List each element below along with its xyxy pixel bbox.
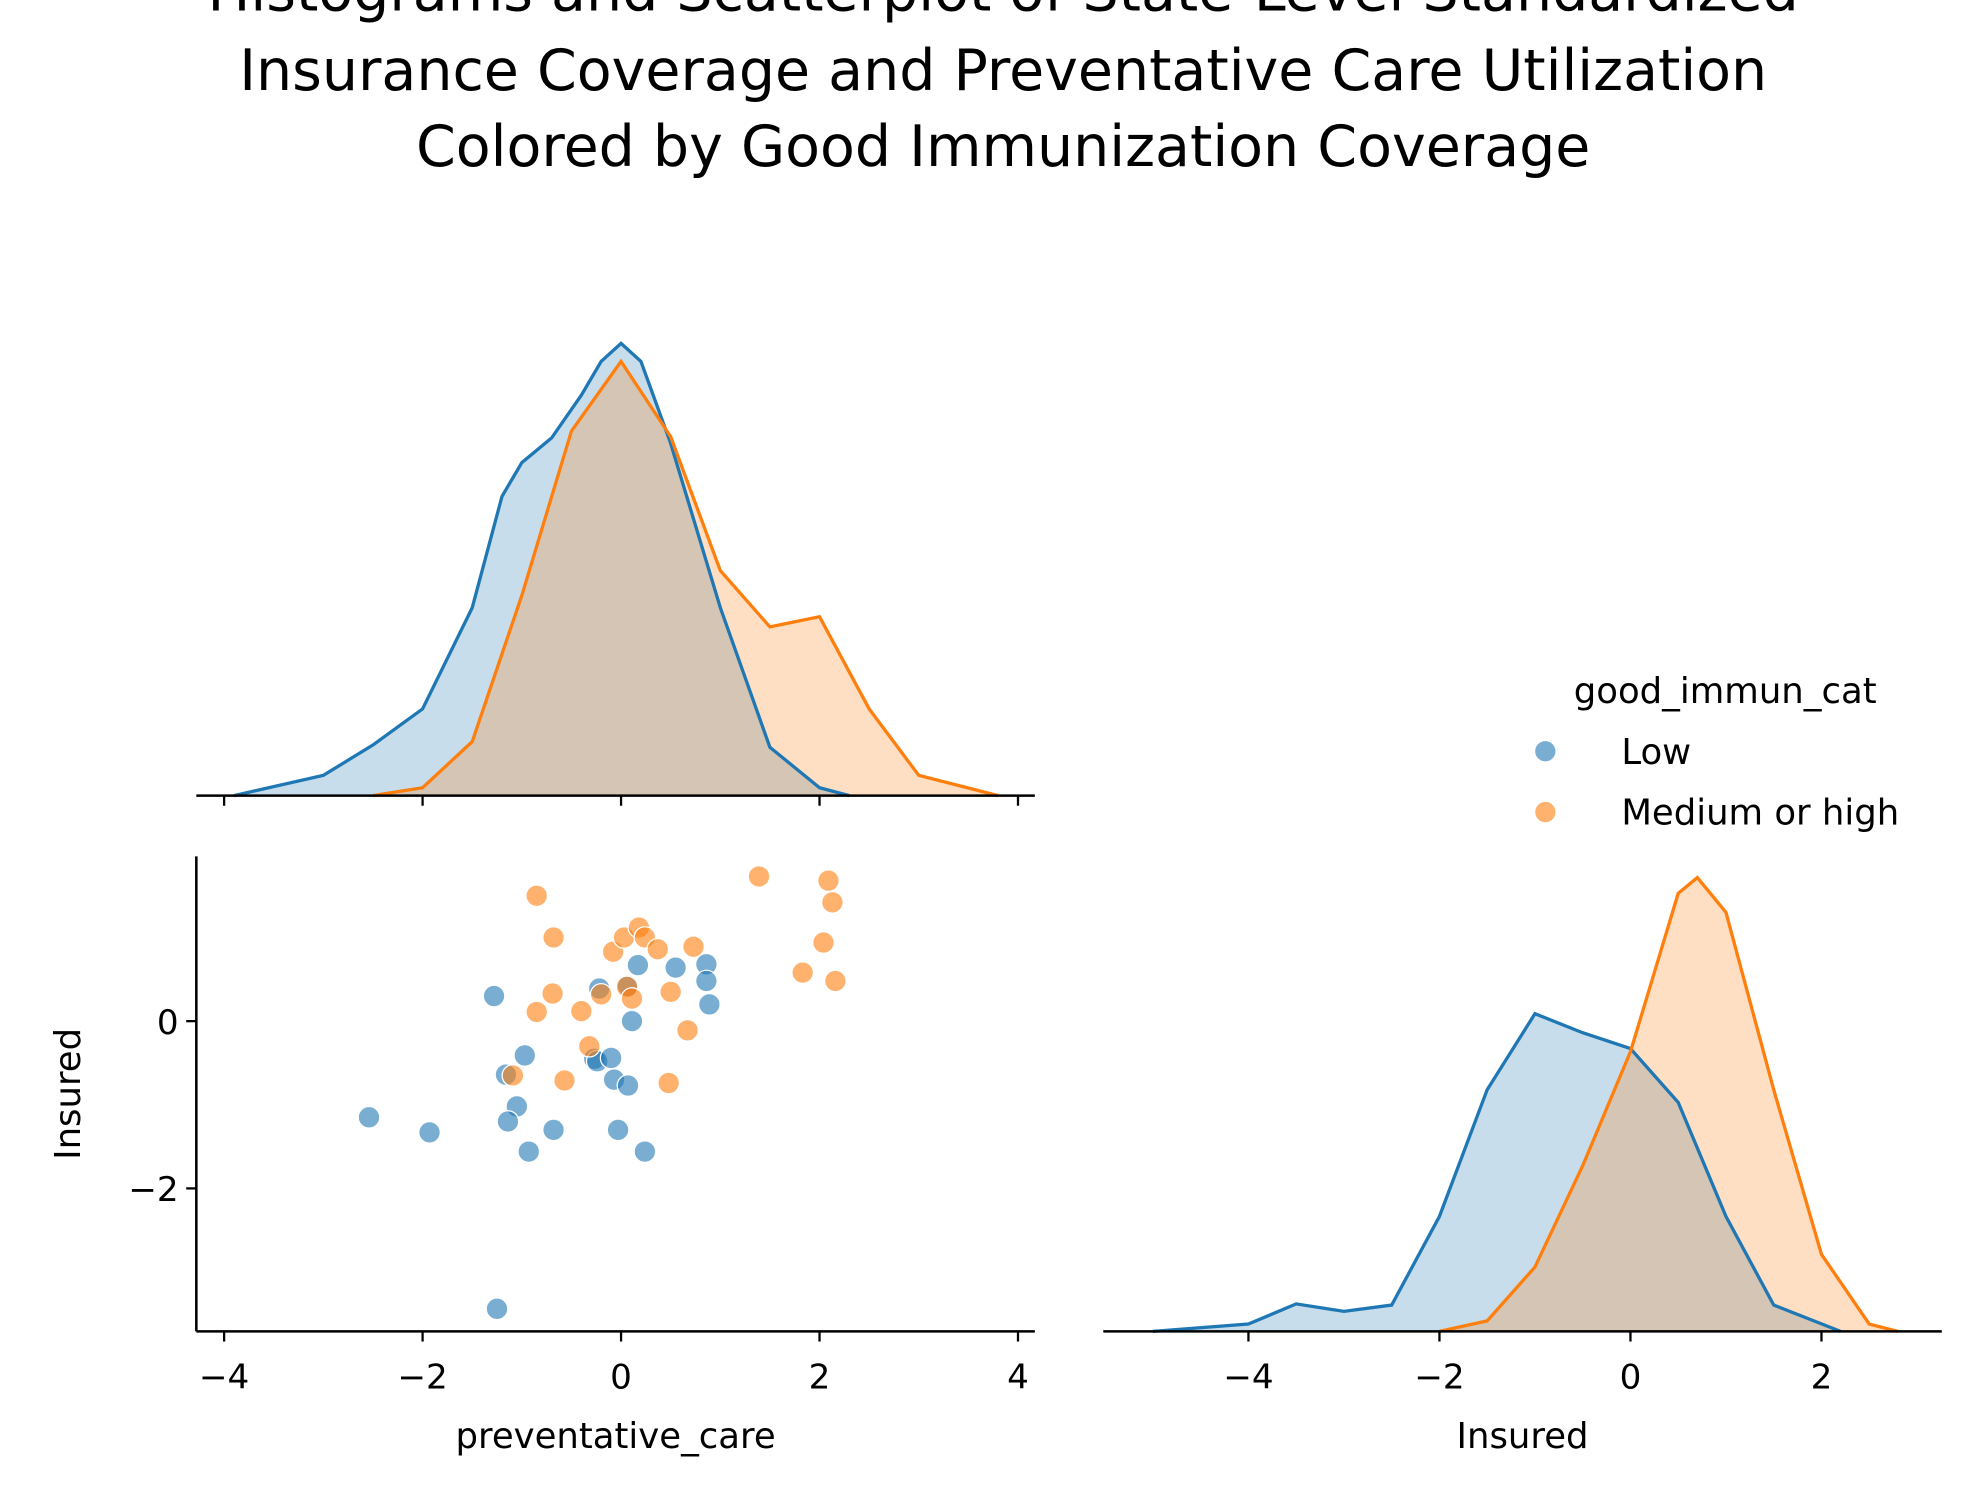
scatter-point (657, 1071, 681, 1095)
legend-label: Medium or high (1621, 793, 1899, 834)
scatter-point (747, 865, 771, 888)
scatter-point (599, 1046, 623, 1070)
scatter-point (821, 890, 844, 914)
y-tick-label: 0 (157, 1003, 179, 1043)
scatter-point (357, 1105, 381, 1129)
legend-marker (1533, 739, 1557, 763)
scatter-point (664, 956, 688, 980)
density-line (1152, 1011, 1842, 1334)
scatter-point (589, 982, 613, 1006)
density-area (234, 343, 850, 796)
x-axis-label: Insured (1457, 1416, 1589, 1457)
scatter-point (812, 931, 835, 954)
scatter-point (697, 993, 721, 1016)
x-tick-label: −4 (199, 1357, 249, 1397)
scatter-point (633, 1140, 657, 1164)
legend-title: good_immun_cat (1574, 671, 1877, 712)
scatter-point (694, 969, 718, 993)
scatter-point (817, 869, 840, 893)
scatter-point (496, 1110, 520, 1133)
scatter-point (620, 1009, 644, 1033)
scatter-point (517, 1140, 541, 1164)
scatter-point (482, 984, 506, 1008)
scatter-point (682, 935, 705, 959)
scatter-point (525, 884, 549, 908)
title-line: Histograms and Scatterplot of State-Leve… (208, 0, 1799, 24)
scatter-point (676, 1018, 699, 1042)
scatter-point (606, 1118, 630, 1142)
scatter-point (616, 1074, 640, 1097)
scatter-point (542, 926, 565, 949)
legend-marker (1533, 800, 1557, 824)
y-tick-label: −2 (128, 1170, 178, 1210)
scatter-point (620, 987, 644, 1010)
x-tick-label: 2 (1811, 1357, 1833, 1397)
scatter-point (569, 999, 593, 1023)
x-axis-label: preventative_care (456, 1416, 776, 1457)
title-line: Colored by Good Immunization Coverage (416, 114, 1590, 180)
scatter-point (501, 1064, 525, 1087)
y-axis-label: Insured (48, 1028, 89, 1160)
density-line (1439, 875, 1899, 1334)
x-tick-label: 4 (1007, 1357, 1029, 1397)
x-tick-label: −4 (1223, 1357, 1273, 1397)
scatter-point (626, 953, 650, 977)
scatter-point (513, 1044, 537, 1067)
density-line (233, 341, 850, 798)
x-tick-label: 0 (610, 1357, 632, 1397)
x-tick-label: 0 (1620, 1357, 1642, 1397)
scatter-point (646, 937, 670, 961)
density-area (373, 361, 999, 796)
x-tick-label: −2 (397, 1357, 447, 1397)
scatter-point (485, 1297, 509, 1321)
scatter-point (541, 982, 564, 1005)
x-tick-label: 2 (809, 1357, 831, 1397)
x-tick-label: −2 (1414, 1357, 1464, 1397)
scatter-point (824, 969, 847, 993)
scatter-point (577, 1034, 601, 1058)
scatter-point (659, 980, 683, 1004)
legend-label: Low (1621, 732, 1691, 773)
scatter-point (542, 1118, 565, 1142)
scatter-point (525, 1000, 549, 1024)
scatter-point (553, 1069, 576, 1092)
scatter-point (418, 1120, 441, 1144)
title-line: Insurance Coverage and Preventative Care… (239, 38, 1767, 104)
density-area (1439, 877, 1898, 1332)
scatter-point (791, 961, 815, 985)
density-line (372, 358, 999, 798)
